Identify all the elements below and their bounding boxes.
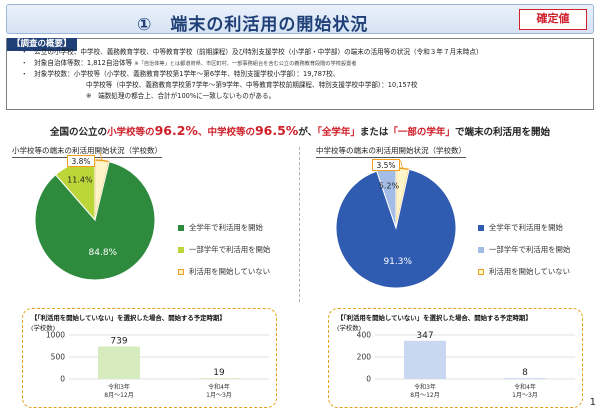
legend-label: 全学年で利活用を開始 — [189, 223, 263, 232]
y-tick-label: 200 — [357, 353, 372, 362]
x-tick-label: 1月～3月 — [512, 392, 538, 399]
headline-text: または — [359, 127, 389, 138]
jh-plan-unit: (学校数) — [337, 324, 362, 332]
elem-plan-title: 【「利活用を開始していない」を選択した場合、開始する予定時期】 — [31, 314, 226, 322]
callout-leader-line — [99, 152, 103, 161]
jh-plan-title: 【「利活用を開始していない」を選択した場合、開始する予定時期】 — [337, 314, 532, 322]
x-tick-label: 8月～12月 — [410, 392, 439, 399]
legend-item: 全学年で利活用を開始 — [178, 224, 270, 246]
bar — [198, 378, 240, 379]
legend-label: 利活用を開始していない — [189, 267, 271, 276]
slice-value-label: 5.2% — [379, 181, 400, 190]
x-tick-label: 令和4年 — [514, 383, 536, 391]
survey-municipalities-note: ※「自治体等」とは都道府県、市区町村、一部事務組合を含む公立の義務教育段階の学校… — [134, 61, 357, 67]
headline-text: 小学校等の — [107, 127, 155, 138]
elem-legend: 全学年で利活用を開始 一部学年で利活用を開始 利活用を開始していない — [178, 224, 270, 290]
legend-swatch — [478, 269, 484, 275]
headline-text: が、 — [298, 127, 318, 138]
legend-label: 一部学年で利活用を開始 — [489, 245, 571, 254]
survey-overview-box: 【調査の概要】 ・ 公立の小学校、中学校、義務教育学校、中等教育学校（前期課程）… — [6, 38, 594, 110]
legend-item: 全学年で利活用を開始 — [478, 224, 570, 246]
x-tick-label: 令和3年 — [108, 383, 130, 391]
bar — [504, 378, 546, 379]
legend-item: 一部学年で利活用を開始 — [178, 246, 270, 268]
legend-swatch — [178, 247, 184, 253]
survey-line-rounding-note: ※ 端数処理の都合上、合計が100%に一致しないものがある。 — [86, 92, 276, 100]
jh-none-callout: 3.5% — [372, 159, 400, 171]
bar — [404, 340, 446, 379]
headline-text: 全国の公立の — [50, 127, 108, 138]
legend-swatch — [478, 247, 484, 253]
page-number: 1 — [589, 397, 596, 408]
headline-text: 、中学校等の — [197, 127, 255, 138]
page-title: ① 端末の利活用の開始状況 — [137, 15, 369, 35]
slice-all-grades — [335, 168, 457, 289]
headline-text: 「一部の学年」 — [388, 127, 455, 138]
x-tick-label: 令和3年 — [414, 383, 436, 391]
bar-value-label: 739 — [110, 336, 127, 346]
legend-item: 利活用を開始していない — [478, 268, 570, 290]
legend-swatch — [178, 269, 184, 275]
survey-line-municipalities: ・ 対象自治体等数：1,812自治体等 ※「自治体等」とは都道府県、市区町村、一… — [21, 58, 357, 70]
elem-plan-unit: (学校数) — [31, 324, 56, 332]
elem-none-callout: 3.8% — [67, 155, 95, 167]
legend-swatch — [178, 225, 184, 231]
survey-line-junior-high: 中学校等（中学校、義務教育学校第7学年～第9学年、中等教育学校前期課程、特別支援… — [86, 81, 418, 89]
headline-jh-percent: 96.5% — [254, 123, 299, 138]
headline: 全国の公立の小学校等の96.2%、中学校等の96.5%が、「全学年」または「一部… — [30, 123, 570, 138]
legend-item: 一部学年で利活用を開始 — [478, 246, 570, 268]
title-bar: ① 端末の利活用の開始状況 確定値 — [6, 4, 594, 35]
legend-label: 全学年で利活用を開始 — [489, 223, 563, 232]
y-tick-label: 400 — [357, 331, 372, 340]
panel-divider — [299, 147, 300, 302]
slice-all-grades — [34, 161, 156, 281]
survey-line-scope: ・ 公立の小学校、中学校、義務教育学校、中等教育学校（前期課程）及び特別支援学校… — [21, 48, 483, 56]
headline-text: 「全学年」 — [317, 127, 360, 138]
jh-pie-title: 中学校等の端末の利活用開始状況（学校数） — [316, 145, 466, 158]
legend-label: 利活用を開始していない — [489, 267, 571, 276]
jh-legend: 全学年で利活用を開始 一部学年で利活用を開始 利活用を開始していない — [478, 224, 570, 290]
status-badge: 確定値 — [519, 9, 587, 30]
bar-value-label: 347 — [416, 331, 433, 341]
legend-label: 一部学年で利活用を開始 — [189, 245, 271, 254]
jh-plan-box: 【「利活用を開始していない」を選択した場合、開始する予定時期】 (学校数) 0 2… — [328, 308, 583, 408]
headline-elem-percent: 96.2% — [154, 123, 198, 138]
bar-value-label: 19 — [213, 368, 225, 378]
survey-line-elementary: ・ 対象学校数：小学校等（小学校、義務教育学校第1学年～第6学年、特別支援学校小… — [21, 70, 340, 78]
bar-value-label: 8 — [522, 368, 528, 378]
legend-swatch — [478, 225, 484, 231]
y-tick-label: 0 — [60, 375, 65, 384]
y-tick-label: 1000 — [46, 331, 65, 340]
survey-municipalities-text: ・ 対象自治体等数：1,812自治体等 — [21, 59, 133, 67]
headline-text: で端末の利活用を開始 — [454, 127, 550, 138]
legend-item: 利活用を開始していない — [178, 268, 270, 290]
y-tick-label: 0 — [366, 375, 371, 384]
callout-leader-line — [400, 160, 403, 169]
x-tick-label: 8月～12月 — [104, 392, 133, 399]
slice-value-label: 11.4% — [67, 176, 93, 185]
y-tick-label: 500 — [51, 353, 66, 362]
bar — [98, 346, 140, 379]
elem-plan-box: 【「利活用を開始していない」を選択した場合、開始する予定時期】 (学校数) 0 5… — [22, 308, 277, 408]
slice-value-label: 84.8% — [89, 248, 118, 258]
survey-heading: 【調査の概要】 — [7, 38, 77, 51]
x-tick-label: 1月～3月 — [206, 392, 232, 399]
x-tick-label: 令和4年 — [208, 383, 230, 391]
slice-value-label: 91.3% — [383, 257, 412, 267]
